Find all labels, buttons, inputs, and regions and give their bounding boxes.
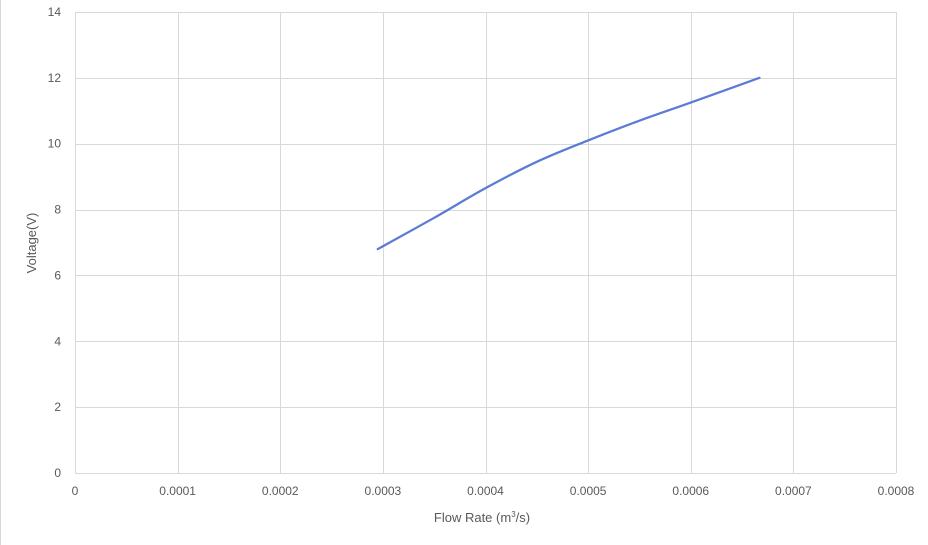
y-tick-label-0: 0 <box>54 466 61 480</box>
x-tick-label-6: 0.0006 <box>672 484 709 498</box>
y-tick-label-5: 10 <box>48 137 62 151</box>
y-tick-label-1: 2 <box>54 400 61 414</box>
x-tick-label-0: 0 <box>72 484 79 498</box>
y-tick-label-6: 12 <box>48 71 62 85</box>
x-tick-label-3: 0.0003 <box>365 484 402 498</box>
y-axis-title: Voltage(V) <box>24 213 39 274</box>
x-tick-label-4: 0.0004 <box>467 484 504 498</box>
y-tick-label-2: 4 <box>54 334 61 348</box>
x-axis-title-main: Flow Rate (m <box>434 510 511 525</box>
chart-frame-edge <box>0 0 1 545</box>
series-layer <box>376 76 761 251</box>
grid <box>75 12 897 474</box>
x-axis-title-superscript: 3 <box>511 510 516 519</box>
x-tick-label-5: 0.0005 <box>570 484 607 498</box>
y-tick-label-3: 6 <box>54 268 61 282</box>
y-tick-label-4: 8 <box>54 203 61 217</box>
x-axis-title-suffix: /s) <box>516 510 530 525</box>
tick-labels: 0 0.0001 0.0002 0.0003 0.0004 0.0005 0.0006 0.0… <box>48 5 915 498</box>
x-axis-title: Flow Rate (m3/s) <box>434 510 530 525</box>
series-line-0 <box>376 76 761 251</box>
x-tick-label-8: 0.0008 <box>878 484 915 498</box>
x-tick-label-1: 0.0001 <box>159 484 196 498</box>
y-tick-label-7: 14 <box>48 5 62 19</box>
x-tick-label-2: 0.0002 <box>262 484 299 498</box>
x-tick-label-7: 0.0007 <box>775 484 812 498</box>
